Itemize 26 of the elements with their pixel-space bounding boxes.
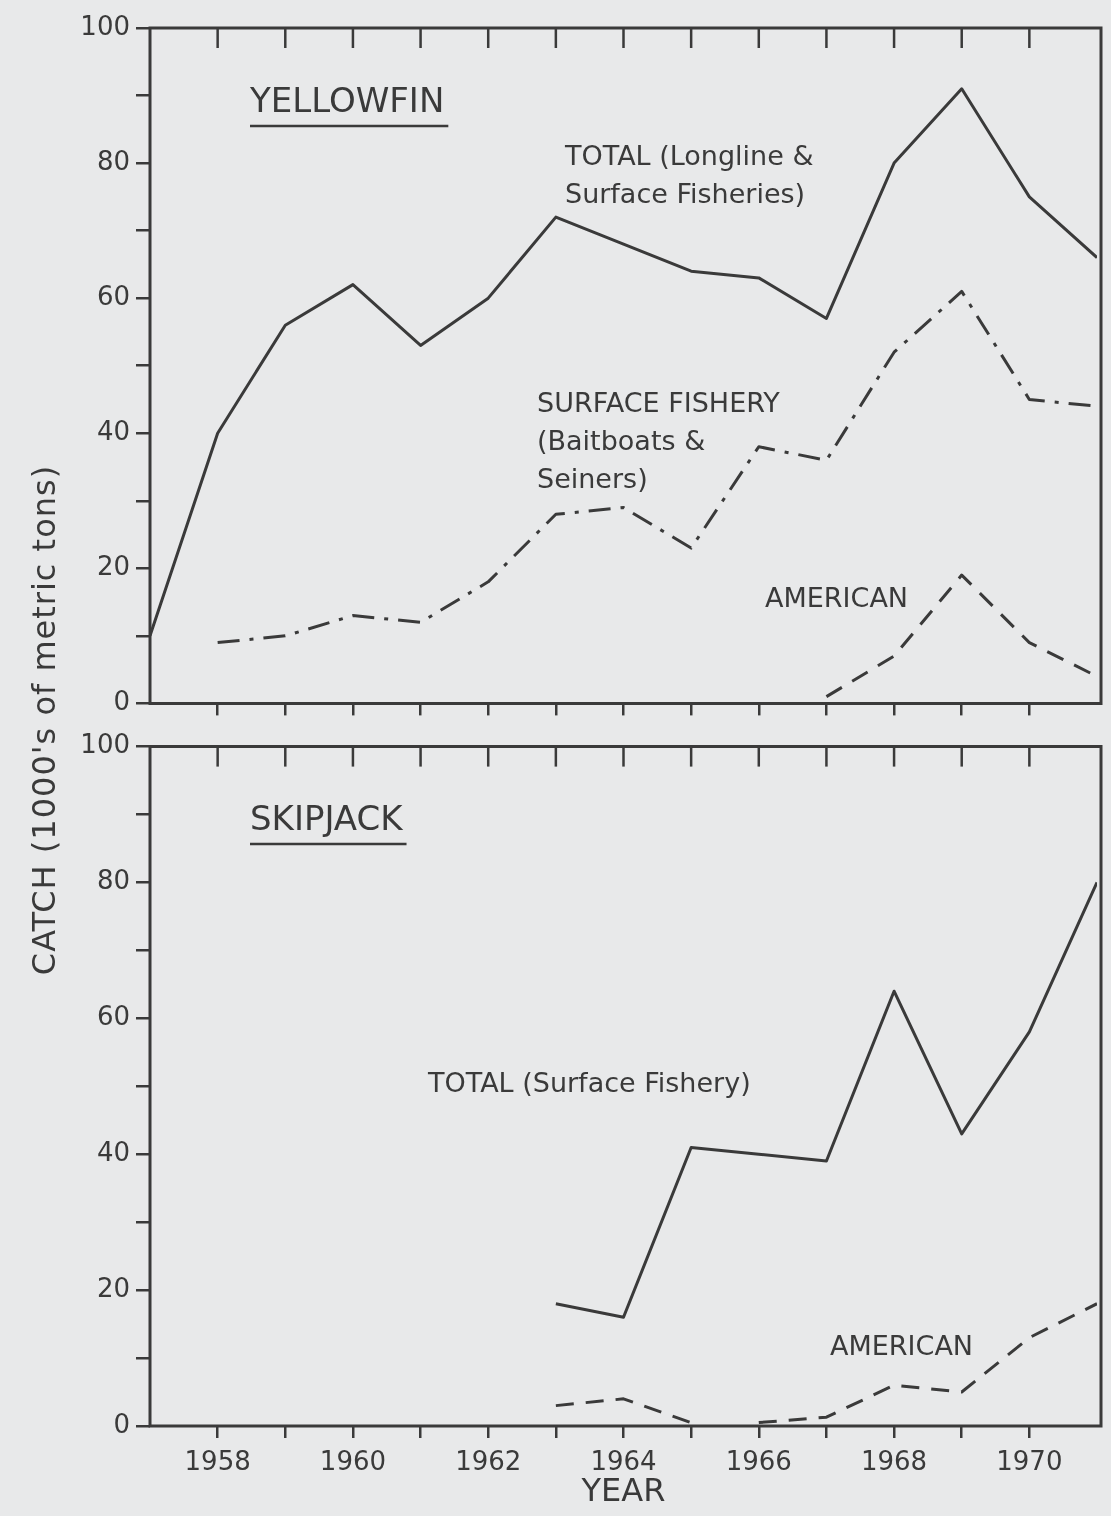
series-label: SURFACE FISHERY (Baitboats & Seiners) bbox=[537, 387, 781, 494]
text: SKIPJACK bbox=[250, 798, 405, 838]
series-label: AMERICAN bbox=[830, 1330, 974, 1361]
series-label: TOTAL (Longline & Surface Fisheries) bbox=[564, 140, 814, 209]
series-label: AMERICAN bbox=[765, 582, 909, 613]
y-tick-label: 20 bbox=[96, 551, 130, 582]
y-tick-label: 80 bbox=[96, 145, 130, 176]
y-tick-label: 0 bbox=[113, 686, 130, 717]
text: YELLOWFIN bbox=[249, 80, 445, 120]
text: TOTAL (Surface Fishery) bbox=[427, 1067, 751, 1098]
y-tick-label: 40 bbox=[96, 1136, 130, 1167]
y-tick-label: 60 bbox=[96, 280, 130, 311]
x-tick-label: 1960 bbox=[319, 1446, 387, 1477]
y-tick-label: 0 bbox=[113, 1408, 130, 1439]
y-tick-label: 100 bbox=[80, 729, 130, 760]
y-axis-title: CATCH (1000's of metric tons) bbox=[25, 464, 63, 976]
y-tick-label: 20 bbox=[96, 1272, 130, 1303]
y-tick-label: 80 bbox=[96, 865, 130, 896]
x-tick-label: 1962 bbox=[455, 1446, 522, 1477]
x-tick-label: 1958 bbox=[184, 1446, 251, 1477]
y-tick-label: 100 bbox=[80, 10, 130, 41]
y-tick-label: 60 bbox=[96, 1001, 130, 1032]
x-tick-label: 1970 bbox=[996, 1446, 1063, 1477]
x-tick-label: 1968 bbox=[860, 1446, 928, 1477]
x-tick-label: 1966 bbox=[725, 1446, 792, 1477]
y-tick-label: 40 bbox=[96, 415, 130, 446]
